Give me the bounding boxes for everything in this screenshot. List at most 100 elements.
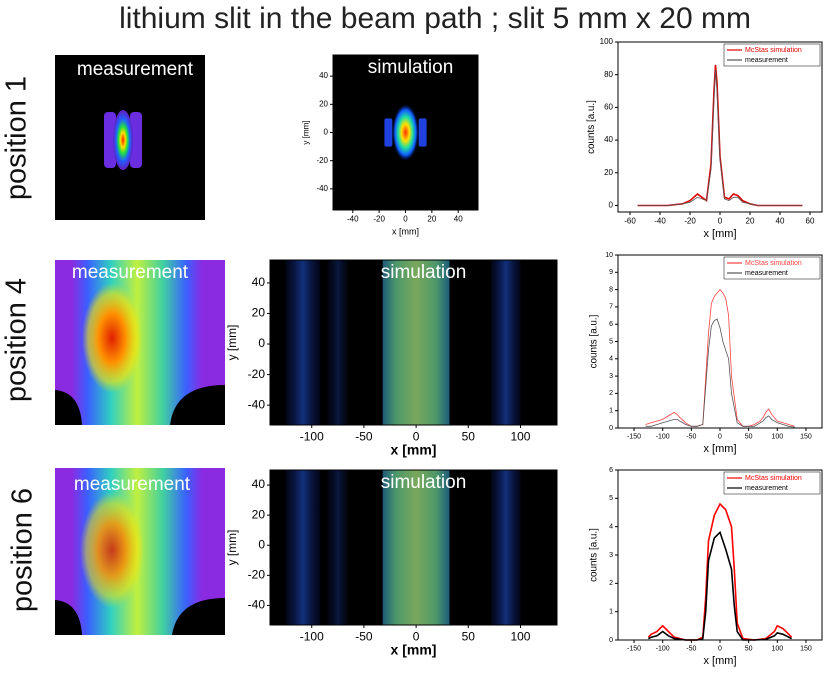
x-tick-label: 0 xyxy=(718,646,722,653)
y-tick-label: -40 xyxy=(248,598,266,612)
simulation-image xyxy=(382,470,450,625)
y-tick-label: 0 xyxy=(258,336,265,350)
simulation-image xyxy=(384,118,393,147)
plot-frame xyxy=(617,254,823,429)
y-tick-label: 6 xyxy=(609,321,613,328)
y-axis-label: counts [a.u.] xyxy=(588,314,599,368)
y-tick-label: 0 xyxy=(324,128,329,137)
x-tick-label: -50 xyxy=(686,646,696,653)
x-tick-label: -40 xyxy=(347,215,359,224)
y-tick-label: 2 xyxy=(609,390,613,397)
plot-frame xyxy=(617,469,823,641)
series-line xyxy=(645,288,795,427)
x-tick-label: 20 xyxy=(746,217,755,226)
y-tick-label: -40 xyxy=(248,397,266,411)
legend-label: McStas simulation xyxy=(745,260,802,267)
x-axis-label: x [mm] xyxy=(392,226,419,236)
x-tick-label: -50 xyxy=(355,430,373,444)
measurement-image: measurement xyxy=(55,260,225,425)
y-tick-label: 20 xyxy=(604,168,613,177)
y-tick-label: 5 xyxy=(609,495,613,502)
simulation-image xyxy=(327,470,349,625)
x-tick-label: -50 xyxy=(686,434,696,441)
simulation-image xyxy=(382,260,450,425)
y-tick-label: 2 xyxy=(609,580,613,587)
y-tick-label: 0 xyxy=(609,637,613,644)
y-tick-label: -20 xyxy=(248,568,266,582)
row-label: position 1 xyxy=(1,76,33,200)
legend-label: measurement xyxy=(745,270,788,277)
image-label: measurement xyxy=(72,262,189,283)
measurement-image: measurement xyxy=(55,468,225,635)
x-tick-label: 60 xyxy=(806,217,815,226)
x-axis-label: x [mm] xyxy=(704,228,737,240)
legend-label: McStas simulation xyxy=(745,47,802,54)
x-tick-label: 0 xyxy=(718,217,723,226)
x-axis-label: x [mm] xyxy=(391,442,437,458)
y-tick-label: 6 xyxy=(609,467,613,474)
y-tick-label: 3 xyxy=(609,552,613,559)
series-line xyxy=(648,530,792,641)
y-tick-label: 40 xyxy=(319,71,328,80)
legend-box xyxy=(723,43,821,67)
y-tick-label: -40 xyxy=(316,184,328,193)
x-tick-label: 40 xyxy=(776,217,785,226)
x-tick-label: 50 xyxy=(745,434,753,441)
x-tick-label: -150 xyxy=(627,646,641,653)
x-tick-label: -100 xyxy=(300,630,324,644)
measurement-image: measurement xyxy=(55,55,205,220)
y-tick-label: 1 xyxy=(609,408,613,415)
x-tick-label: -100 xyxy=(656,434,670,441)
x-tick-label: -20 xyxy=(373,215,385,224)
x-tick-label: 50 xyxy=(462,430,476,444)
series-line xyxy=(637,69,803,206)
x-tick-label: -100 xyxy=(300,430,324,444)
x-tick-label: 150 xyxy=(800,434,812,441)
y-tick-label: 0 xyxy=(258,537,265,551)
plot-frame xyxy=(269,469,558,626)
y-axis-label: y [mm] xyxy=(225,530,239,566)
x-tick-label: 150 xyxy=(800,646,812,653)
row-label: position 4 xyxy=(1,278,33,402)
x-tick-label: 20 xyxy=(427,215,436,224)
y-tick-label: 40 xyxy=(604,135,613,144)
plot-frame xyxy=(269,259,558,426)
y-tick-label: 10 xyxy=(605,252,613,259)
simulation-image xyxy=(491,470,521,625)
series-line xyxy=(647,502,793,641)
simulation-image xyxy=(392,104,419,161)
x-tick-label: -100 xyxy=(656,646,670,653)
y-axis-label: y [mm] xyxy=(301,120,310,144)
legend-label: McStas simulation xyxy=(745,475,802,482)
x-tick-label: -20 xyxy=(684,217,696,226)
x-tick-label: -40 xyxy=(654,217,666,226)
y-tick-label: 20 xyxy=(252,507,266,521)
y-tick-label: 0 xyxy=(609,201,614,210)
x-tick-label: 0 xyxy=(403,215,408,224)
x-tick-label: 0 xyxy=(413,630,420,644)
x-axis-label: x [mm] xyxy=(704,443,737,455)
y-tick-label: 60 xyxy=(604,102,613,111)
y-tick-label: 20 xyxy=(319,99,328,108)
row-label: position 6 xyxy=(7,488,39,612)
y-tick-label: -20 xyxy=(316,156,328,165)
y-tick-label: 8 xyxy=(609,286,613,293)
legend-label: measurement xyxy=(745,57,788,64)
legend-label: measurement xyxy=(745,485,788,492)
y-tick-label: 4 xyxy=(609,356,613,363)
x-tick-label: 50 xyxy=(745,646,753,653)
simulation-image xyxy=(327,260,349,425)
series-line xyxy=(645,318,795,428)
y-tick-label: 20 xyxy=(252,306,266,320)
y-tick-label: 7 xyxy=(609,304,613,311)
x-tick-label: 100 xyxy=(771,646,783,653)
image-label: simulation xyxy=(368,57,454,78)
x-tick-label: -60 xyxy=(624,217,636,226)
y-tick-label: 3 xyxy=(609,373,613,380)
x-tick-label: 0 xyxy=(718,434,722,441)
y-tick-label: 1 xyxy=(609,609,613,616)
y-axis-label: counts [a.u.] xyxy=(586,100,597,154)
simulation-image xyxy=(285,260,321,425)
